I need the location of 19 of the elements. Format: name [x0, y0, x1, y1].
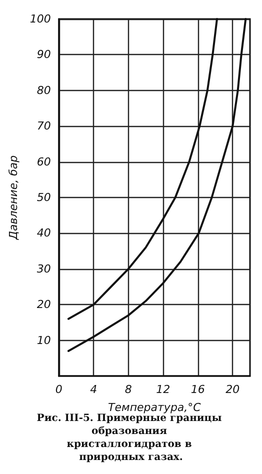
x-tick-label: 20	[226, 383, 240, 396]
x-tick-label: 0	[55, 383, 62, 396]
y-tick-label: 90	[36, 48, 51, 62]
x-tick-label: 4	[90, 383, 98, 396]
y-tick-label: 50	[36, 191, 51, 204]
y-tick-label: 100	[30, 12, 51, 26]
x-tick-label: 12	[156, 383, 170, 396]
y-tick-label: 70	[36, 120, 51, 133]
y-axis-title: Давление, бар	[7, 155, 20, 241]
y-tick-label: 80	[36, 84, 51, 97]
y-tick-label: 60	[36, 155, 51, 168]
x-axis-title: Температура,°С	[108, 401, 202, 414]
y-tick-label: 40	[36, 226, 51, 240]
x-tick-label: 16	[190, 383, 205, 396]
x-tick-label: 8	[124, 383, 132, 396]
y-tick-label: 30	[36, 262, 51, 276]
text: Рис. III-5. Примерные границы образования кристаллогидратов в природных газах.	[36, 413, 226, 463]
y-tick-label: 20	[36, 298, 51, 312]
y-tick-label: 10	[36, 334, 51, 347]
